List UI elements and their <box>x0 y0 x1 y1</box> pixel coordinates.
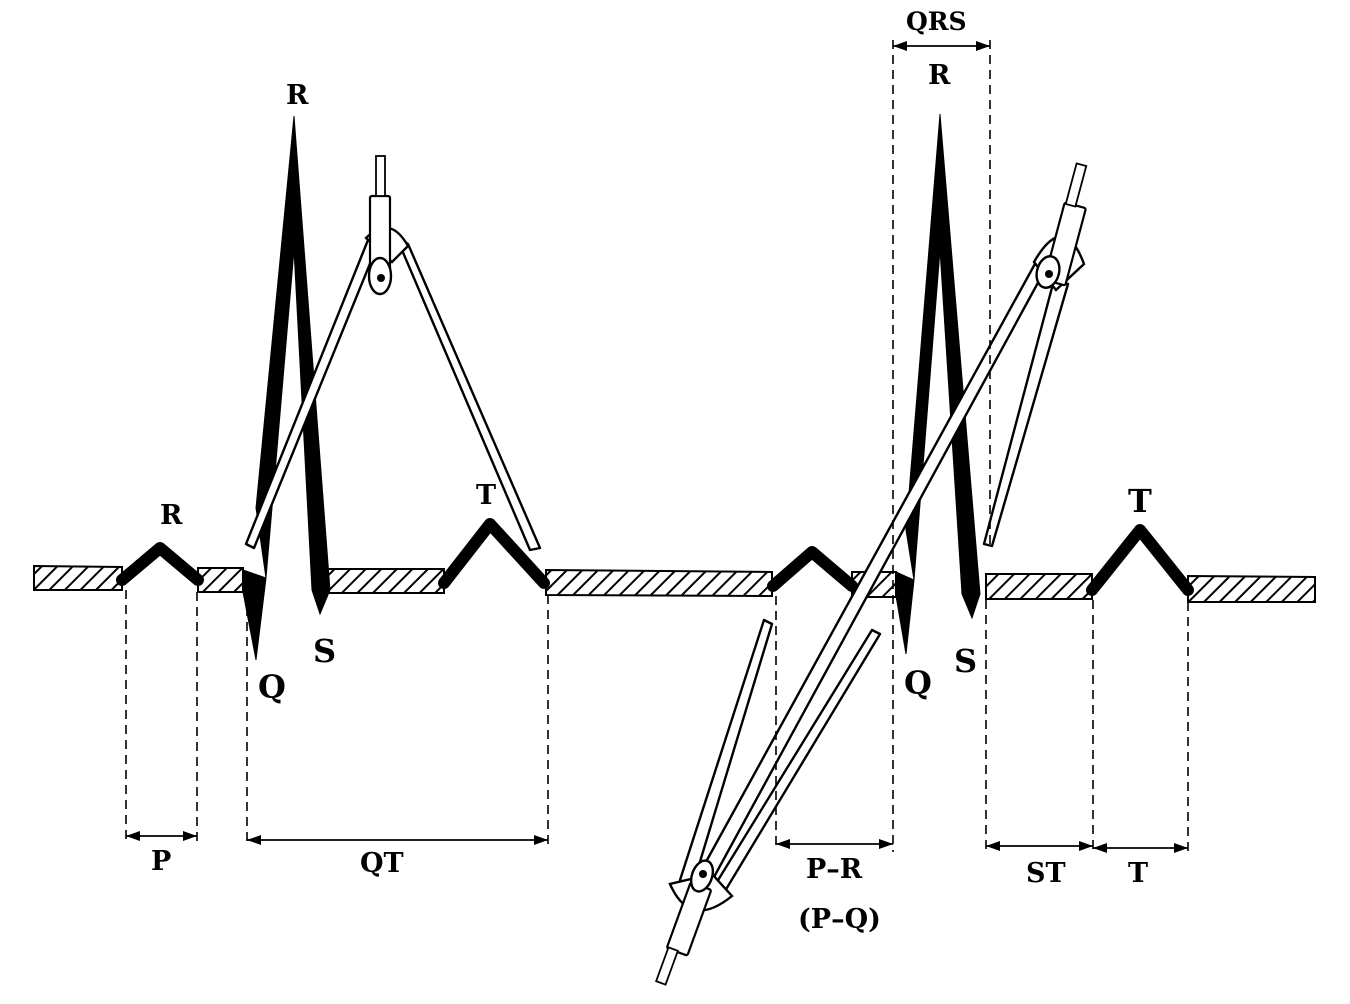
label-p-wave-peak: R <box>160 500 183 531</box>
qrs-complex-1-r-spike <box>255 115 331 616</box>
qrs-complex-1-q-deflection <box>242 569 267 661</box>
caliper-lower-top-lead <box>1064 162 1088 208</box>
baseline-segment-2 <box>197 567 244 593</box>
interval-guide-lines <box>125 40 1189 856</box>
label-interval-qt: QT <box>360 848 404 879</box>
caliper-lower-right-rod <box>982 278 1070 548</box>
label-q-2: Q <box>904 664 932 702</box>
label-q-1: Q <box>258 668 286 706</box>
label-interval-t: T <box>1128 858 1148 889</box>
interval-arrows <box>126 41 1188 853</box>
p-wave-2 <box>767 546 858 592</box>
wave-labels: R R Q S T QRS R Q S T <box>160 7 1152 706</box>
baseline-segment-7 <box>1187 574 1316 603</box>
label-interval-pr: P–R <box>806 854 863 885</box>
baseline-segment-3 <box>325 568 445 594</box>
interval-labels: P QT P–R (P–Q) ST T <box>151 846 1148 935</box>
label-interval-pr-alt: (P–Q) <box>798 904 881 935</box>
caliper-upper <box>244 155 542 552</box>
label-s-1: S <box>313 632 336 670</box>
label-interval-p: P <box>151 846 171 877</box>
baseline-segment-1 <box>33 564 123 591</box>
t-wave-1 <box>438 518 550 589</box>
caliper-lower-bottom-lead <box>654 946 680 986</box>
label-t-peak-2: T <box>1128 482 1152 520</box>
baseline-segment-4 <box>545 568 773 598</box>
label-interval-st: ST <box>1026 858 1066 889</box>
caliper-upper-pivot-pin <box>377 274 385 282</box>
baseline-segment-6 <box>985 573 1093 600</box>
caliper-upper-pencil-lead <box>375 155 386 197</box>
label-qrs: QRS <box>906 7 967 36</box>
qrs-complex-2-q-deflection <box>895 571 915 655</box>
ecg-waveform <box>116 113 1194 661</box>
ecg-baseline <box>33 564 1316 603</box>
qrs-complex-2-r-spike <box>905 113 981 620</box>
caliper-upper-right-leg <box>394 234 542 552</box>
t-wave-2 <box>1086 524 1194 596</box>
p-wave-1 <box>116 542 204 586</box>
label-r-peak-2: R <box>928 60 951 91</box>
caliper-lower-top-pivot-pin <box>1045 270 1053 278</box>
caliper-lower <box>654 162 1088 986</box>
label-r-peak-1: R <box>286 80 309 111</box>
caliper-lower-bottom-pivot-pin <box>699 870 707 878</box>
label-t-peak-1: T <box>476 480 496 511</box>
label-s-2: S <box>954 642 977 680</box>
